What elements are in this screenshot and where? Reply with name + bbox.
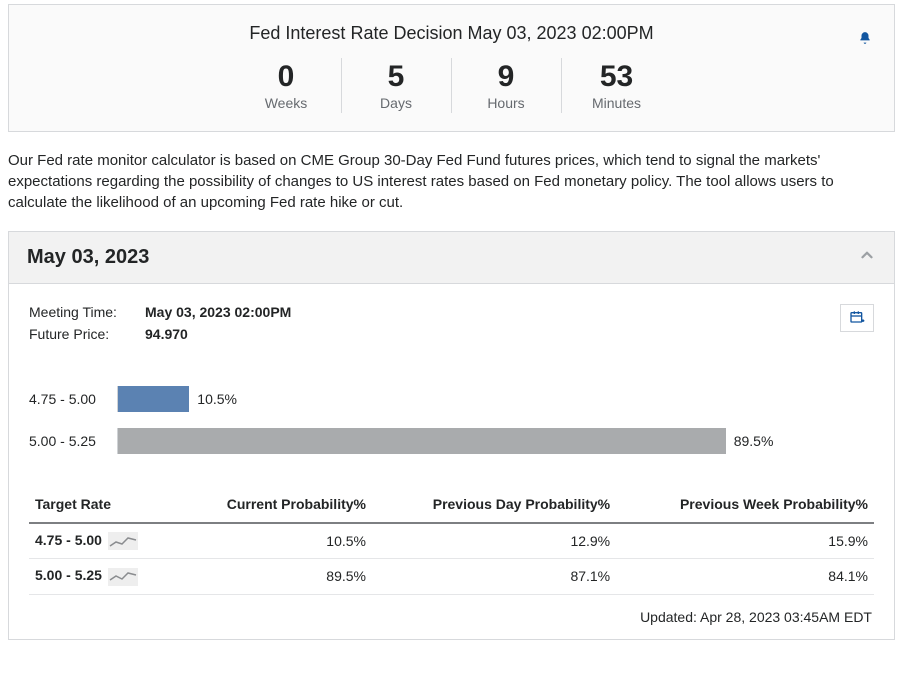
col-target-rate: Target Rate [29, 486, 177, 523]
countdown-days-label: Days [350, 95, 443, 111]
future-price-line: Future Price: 94.970 [29, 326, 291, 342]
future-price-label: Future Price: [29, 326, 133, 342]
countdown-days: 5 Days [342, 58, 452, 113]
col-prev-day: Previous Day Probability% [372, 486, 616, 523]
bar-row: 5.00 - 5.25 89.5% [29, 420, 874, 462]
probability-bar-chart: 4.75 - 5.00 10.5% 5.00 - 5.25 89.5% [29, 378, 874, 462]
bar-value: 10.5% [197, 391, 237, 407]
rate-text: 4.75 - 5.00 [35, 532, 102, 548]
countdown-hours-label: Hours [460, 95, 553, 111]
countdown-row: 0 Weeks 5 Days 9 Hours 53 Minutes [21, 58, 882, 113]
countdown-hours: 9 Hours [452, 58, 562, 113]
table-row: 4.75 - 5.00 10.5% 12.9% 15.9% [29, 523, 874, 559]
bar-label: 5.00 - 5.25 [29, 433, 117, 449]
countdown-weeks-value: 0 [240, 60, 333, 93]
bar-track: 10.5% [117, 386, 797, 412]
probability-table: Target Rate Current Probability% Previou… [29, 486, 874, 595]
table-row: 5.00 - 5.25 89.5% 87.1% 84.1% [29, 559, 874, 594]
countdown-weeks: 0 Weeks [232, 58, 342, 113]
table-header-row: Target Rate Current Probability% Previou… [29, 486, 874, 523]
panel-header[interactable]: May 03, 2023 [9, 232, 894, 284]
countdown-hours-value: 9 [460, 60, 553, 93]
countdown-days-value: 5 [350, 60, 443, 93]
meeting-time-value: May 03, 2023 02:00PM [145, 304, 291, 320]
countdown-minutes: 53 Minutes [562, 58, 672, 113]
bar-track: 89.5% [117, 428, 797, 454]
chevron-up-icon[interactable] [858, 246, 876, 269]
meeting-panel: May 03, 2023 Meeting Time: May 03, 2023 … [8, 231, 895, 640]
future-price-value: 94.970 [145, 326, 188, 342]
cell-current: 10.5% [177, 523, 372, 559]
add-to-calendar-button[interactable] [840, 304, 874, 332]
bar-value: 89.5% [734, 433, 774, 449]
cell-current: 89.5% [177, 559, 372, 594]
meta-row: Meeting Time: May 03, 2023 02:00PM Futur… [29, 304, 874, 348]
cell-rate: 5.00 - 5.25 [29, 559, 177, 594]
cell-prev-day: 87.1% [372, 559, 616, 594]
panel-body: Meeting Time: May 03, 2023 02:00PM Futur… [9, 284, 894, 639]
notification-bell-icon[interactable] [858, 31, 872, 50]
countdown-weeks-label: Weeks [240, 95, 333, 111]
bar-label: 4.75 - 5.00 [29, 391, 117, 407]
meeting-time-line: Meeting Time: May 03, 2023 02:00PM [29, 304, 291, 320]
updated-timestamp: Updated: Apr 28, 2023 03:45AM EDT [29, 609, 874, 625]
col-prev-week: Previous Week Probability% [616, 486, 874, 523]
meta-lines: Meeting Time: May 03, 2023 02:00PM Futur… [29, 304, 291, 348]
col-current: Current Probability% [177, 486, 372, 523]
description-text: Our Fed rate monitor calculator is based… [8, 150, 895, 213]
cell-prev-week: 84.1% [616, 559, 874, 594]
bar-fill: 10.5% [118, 386, 189, 412]
countdown-title: Fed Interest Rate Decision May 03, 2023 … [21, 23, 882, 44]
countdown-minutes-value: 53 [570, 60, 664, 93]
meeting-time-label: Meeting Time: [29, 304, 133, 320]
cell-prev-week: 15.9% [616, 523, 874, 559]
bar-fill: 89.5% [118, 428, 726, 454]
sparkline-icon[interactable] [108, 532, 138, 550]
countdown-minutes-label: Minutes [570, 95, 664, 111]
cell-prev-day: 12.9% [372, 523, 616, 559]
cell-rate: 4.75 - 5.00 [29, 523, 177, 559]
bar-row: 4.75 - 5.00 10.5% [29, 378, 874, 420]
countdown-card: Fed Interest Rate Decision May 03, 2023 … [8, 4, 895, 132]
panel-title: May 03, 2023 [27, 246, 149, 269]
rate-text: 5.00 - 5.25 [35, 567, 102, 583]
sparkline-icon[interactable] [108, 568, 138, 586]
